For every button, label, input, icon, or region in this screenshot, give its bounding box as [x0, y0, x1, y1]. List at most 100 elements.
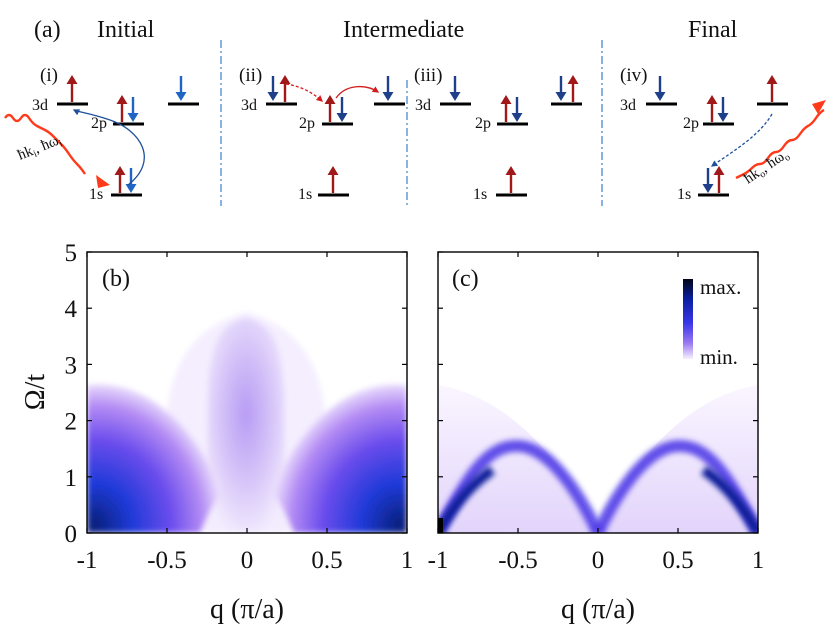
level-1s-label: 1s [677, 186, 691, 203]
x-axis-label-b: q (π/a) [210, 594, 284, 625]
x-tick-label: 0 [592, 547, 605, 574]
level-1s-label: 1s [473, 186, 487, 203]
y-axis-label: Ω/t [20, 374, 51, 411]
chart-b-label: (b) [102, 266, 130, 292]
x-axis-label-c: q (π/a) [561, 594, 635, 625]
level-3d-label: 3d [241, 97, 257, 114]
level-2p-label: 2p [683, 115, 699, 132]
chart-c: (c) q (π/a) -1 -0.5 0 0.5 1 max. min. [428, 251, 765, 625]
y-tick-label: 1 [65, 465, 78, 492]
level-1s-label: 1s [89, 186, 103, 203]
stage-initial-label: Initial [97, 17, 155, 43]
level-3d-label: 3d [620, 97, 636, 114]
subpanel-iv: (iv) 3d 2p 1s [620, 65, 826, 203]
heatmap-b [87, 252, 407, 533]
level-2p-label: 2p [475, 115, 491, 132]
y-tick-label: 2 [65, 409, 78, 436]
colorbar-scale [683, 279, 693, 359]
x-tick-label: -1 [77, 547, 98, 574]
spin-up-head [567, 75, 579, 84]
spin-down-head [511, 113, 523, 122]
decay-arrow [710, 113, 773, 167]
spin-up-head [116, 95, 128, 104]
x-tick-label: -0.5 [147, 547, 187, 574]
incoming-photon-head [96, 175, 110, 188]
y-tick-label: 4 [65, 296, 78, 323]
x-tick-label: 1 [752, 547, 765, 574]
spin-down-head [127, 113, 139, 122]
left-lobe [87, 384, 222, 533]
chart-b-ticks: -1 -0.5 0 0.5 1 0 1 2 3 4 5 [65, 240, 414, 574]
spin-down-head [267, 92, 279, 101]
subpanel-iii: (iii) 3d 2p 1s [414, 65, 582, 203]
spin-down-head [449, 92, 461, 101]
incoming-photon-wave [4, 113, 86, 175]
chart-c-label: (c) [452, 266, 479, 292]
level-2p-label: 2p [91, 115, 107, 132]
spin-up-head [114, 166, 126, 175]
subpanel-ii: (ii) 3d 2p 1s [239, 65, 405, 203]
subpanel-i-label: (i) [40, 65, 58, 86]
level-3d-label: 3d [415, 97, 431, 114]
hop-arrow [335, 86, 380, 99]
continuum [438, 385, 758, 533]
level-2p-label: 2p [299, 115, 315, 132]
spin-up-head [327, 166, 339, 175]
x-tick-label: -0.5 [498, 547, 538, 574]
subpanel-iv-label: (iv) [620, 65, 647, 86]
spin-down-head [382, 92, 394, 101]
spin-down-head [125, 184, 137, 193]
spin-arrows [654, 75, 778, 193]
outgoing-photon-wave [735, 108, 825, 180]
spin-up-head [713, 166, 725, 175]
panel-a: (a) Initial Intermediate Final (i) 3d 2p… [4, 17, 826, 206]
subpanel-iii-label: (iii) [414, 65, 443, 86]
chart-b: (b) Ω/t q (π/a) -1 -0.5 0 0.5 1 0 1 2 3 4 5 [20, 240, 413, 625]
dispersion-edge-right [701, 465, 758, 533]
stage-intermediate-label: Intermediate [343, 17, 464, 43]
spin-down-head [717, 113, 729, 122]
chart-c-ticks: -1 -0.5 0 0.5 1 [428, 251, 765, 574]
spin-arrows [449, 75, 579, 193]
subpanel-i: (i) 3d 2p 1s [4, 65, 199, 203]
x-tick-label: 0.5 [311, 547, 342, 574]
x-tick-label: 0.5 [662, 547, 693, 574]
colorbar: max. min. [683, 275, 741, 369]
spin-down-head [555, 92, 567, 101]
subpanel-ii-label: (ii) [239, 65, 262, 86]
colorbar-min-label: min. [700, 345, 738, 369]
heatmap-c [438, 252, 758, 533]
spin-arrows [66, 75, 187, 193]
spin-up-head [66, 75, 78, 84]
y-tick-label: 0 [65, 521, 78, 548]
panel-a-label: (a) [34, 17, 61, 43]
spin-up-head [500, 95, 512, 104]
spin-down-head [702, 184, 714, 193]
dispersion-left [438, 440, 604, 533]
spin-down-head [654, 92, 666, 101]
y-tick-label: 3 [65, 352, 78, 379]
spin-up-head [324, 95, 336, 104]
x-tick-label: 1 [401, 547, 414, 574]
spin-up-head [279, 75, 291, 84]
level-3d-label: 3d [32, 97, 48, 114]
hotspot-corner [438, 518, 443, 533]
colorbar-max-label: max. [700, 275, 741, 299]
right-lobe [272, 384, 407, 533]
central-plume [205, 318, 287, 531]
dispersion-edge-left [438, 465, 495, 533]
spin-arrows [267, 75, 394, 193]
x-tick-label: -1 [428, 547, 449, 574]
spin-up-head [766, 75, 778, 84]
y-tick-label: 5 [65, 240, 78, 267]
spin-down-head [336, 113, 348, 122]
dispersion-right [592, 440, 758, 533]
outgoing-photon-head [812, 100, 826, 114]
spin-up-head [706, 95, 718, 104]
spin-up-head [505, 166, 517, 175]
incoming-photon-label: ħki, ħωi [16, 132, 65, 166]
x-tick-label: 0 [241, 547, 254, 574]
level-1s-label: 1s [298, 186, 312, 203]
outgoing-photon-label: ħko, ħωo [741, 146, 792, 189]
